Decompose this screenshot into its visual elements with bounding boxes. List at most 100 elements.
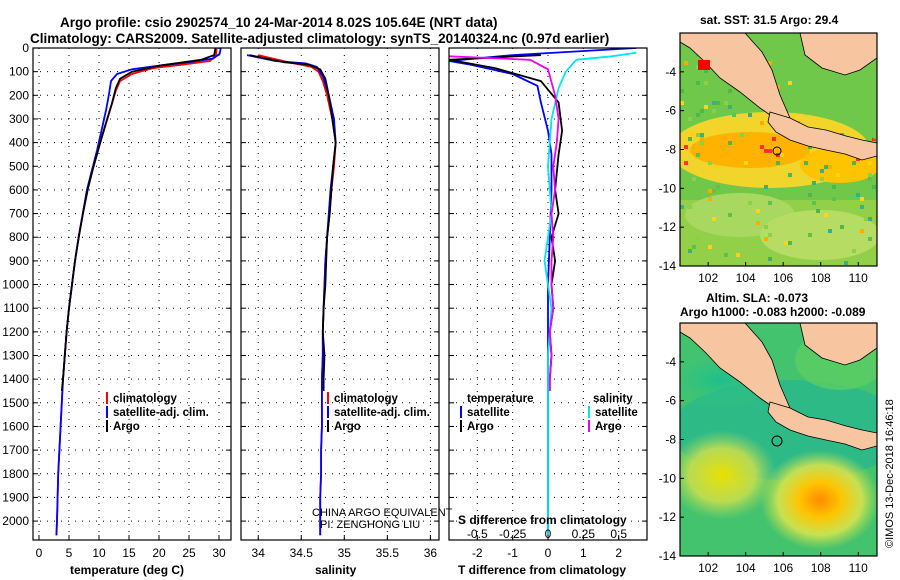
sst-cell xyxy=(732,113,736,117)
sst-cell xyxy=(756,209,760,213)
salinity-grid xyxy=(241,47,439,540)
sst-cell xyxy=(852,161,856,165)
sst-cell xyxy=(700,141,704,145)
depth-tick-label: 1900 xyxy=(2,490,29,504)
difference-xlabel: T difference from climatology xyxy=(458,563,626,577)
sst-cell xyxy=(728,105,732,109)
sst-cell xyxy=(768,61,772,65)
legend-argo: Argo xyxy=(113,421,140,433)
sst-cell xyxy=(832,197,836,201)
map-sla-ytick-label: -4 xyxy=(665,355,676,369)
sla-high-west xyxy=(680,430,777,520)
sst-cell xyxy=(808,233,812,237)
legend3-sal-argo: Argo xyxy=(595,421,622,433)
sst-cell xyxy=(836,173,840,177)
sst-cell xyxy=(688,117,692,121)
depth-tick-label: 100 xyxy=(9,65,29,79)
temperature-series-climatology xyxy=(55,48,218,536)
difference-series-temperature-satellite xyxy=(449,48,637,536)
depth-tick-label: 700 xyxy=(9,207,29,221)
salinity-xtick-label: 36 xyxy=(424,546,438,560)
salinity-series-argo xyxy=(249,54,337,391)
sst-cell xyxy=(832,185,836,189)
map-sst-xtick-label: 106 xyxy=(773,271,793,285)
sst-cell xyxy=(812,201,816,205)
sst-cell xyxy=(696,113,700,117)
map-sst-ytick-label: -6 xyxy=(665,104,676,118)
depth-tick-label: 1400 xyxy=(2,372,29,386)
temperature-grid xyxy=(33,47,231,540)
temperature-xtick-label: 20 xyxy=(152,546,166,560)
sst-cell xyxy=(828,165,832,169)
map-sla-xtick-label: 104 xyxy=(736,561,756,575)
sst-cell xyxy=(748,113,752,117)
sst-cell xyxy=(688,137,692,141)
map-sla-subtitle: Argo h1000: -0.083 h2000: -0.089 xyxy=(680,305,866,319)
temperature-xtick-label: 5 xyxy=(66,546,73,560)
sst-cell xyxy=(864,217,868,221)
sst-cell xyxy=(684,145,688,149)
difference-xtick-label: 2 xyxy=(615,546,622,560)
sst-cell xyxy=(852,249,856,253)
sst-cell xyxy=(688,249,692,253)
depth-tick-label: 200 xyxy=(9,88,29,102)
sst-cell xyxy=(768,149,772,153)
sst-cell xyxy=(696,133,700,137)
timestamp-text: ©IMOS 13-Dec-2018 16:46:18 xyxy=(884,399,896,548)
depth-tick-label: 1200 xyxy=(2,325,29,339)
legend3-temperature-head: temperature xyxy=(467,393,533,405)
depth-tick-label: 800 xyxy=(9,230,29,244)
depth-tick-label: 0 xyxy=(22,41,29,55)
map-sst-xtick-label: 110 xyxy=(849,271,868,285)
sst-cell xyxy=(792,113,796,117)
map-sla: Altim. SLA: -0.073 Argo h1000: -0.083 h2… xyxy=(659,291,878,575)
sst-cell xyxy=(700,109,704,113)
sst-cell xyxy=(768,201,772,205)
depth-tick-label: 300 xyxy=(9,112,29,126)
sst-cell xyxy=(868,217,872,221)
difference-xtick-label: 0 xyxy=(545,546,552,560)
sst-cell xyxy=(768,233,772,237)
depth-tick-label: 1300 xyxy=(2,349,29,363)
difference-top-xtick-label: 0.25 xyxy=(572,527,596,541)
temperature-xlabel: temperature (deg C) xyxy=(70,563,184,577)
sst-cell xyxy=(804,161,808,165)
temperature-lines xyxy=(55,48,222,536)
map-sla-title: Altim. SLA: -0.073 xyxy=(706,291,808,305)
difference-ticks: -2 -0.5 -1 -0.25 0 0 1 0.25 2 0.5 xyxy=(449,47,647,560)
sst-hot-cell xyxy=(698,60,710,70)
map-sst-ytick-label: -14 xyxy=(659,259,677,273)
sst-cell xyxy=(856,193,860,197)
temperature-series-satellite-adj-clim- xyxy=(55,48,222,536)
difference-lines xyxy=(449,48,637,536)
argo-marker-sst xyxy=(772,146,782,156)
depth-tick-label: 1000 xyxy=(2,278,29,292)
sst-cell xyxy=(868,177,872,181)
sst-hot-band xyxy=(690,132,810,168)
map-sst-xtick-label: 104 xyxy=(736,271,756,285)
map-sst-xtick-label: 108 xyxy=(811,271,831,285)
salinity-frame xyxy=(240,47,440,541)
temperature-xtick-label: 10 xyxy=(92,546,106,560)
panel-salinity: 34 34.5 35 35.5 36 salinity climatology sate… xyxy=(240,47,453,577)
legend-satellite: satellite-adj. clim. xyxy=(113,407,209,419)
map-sla-ticks: 102 104 106 108 110 -4 -6 -8 -10 -12 -14 xyxy=(659,355,868,575)
sst-cell xyxy=(716,185,720,189)
sst-cell xyxy=(872,185,876,189)
depth-tick-label: 400 xyxy=(9,136,29,150)
credit-text: CHINA ARGO EQUIVALENT xyxy=(312,507,453,519)
sst-cell xyxy=(824,165,828,169)
temperature-xtick-label: 15 xyxy=(122,546,136,560)
salinity-xtick-label: 35.5 xyxy=(376,546,400,560)
sst-cell xyxy=(740,133,744,137)
sst-cell xyxy=(788,81,792,85)
depth-tick-label: 500 xyxy=(9,159,29,173)
salinity-xlabel: salinity xyxy=(315,563,357,577)
temperature-xtick-label: 0 xyxy=(36,546,43,560)
legend3-temp-sat: satellite xyxy=(467,407,510,419)
map-sst: sat. SST: 31.5 Argo: 29.4 102 104 106 108 11… xyxy=(659,13,878,285)
sst-cell xyxy=(748,201,752,205)
sst-cell xyxy=(712,217,716,221)
sst-cell xyxy=(764,237,768,241)
title-line-1: Argo profile: csio 2902574_10 24-Mar-201… xyxy=(60,15,497,30)
